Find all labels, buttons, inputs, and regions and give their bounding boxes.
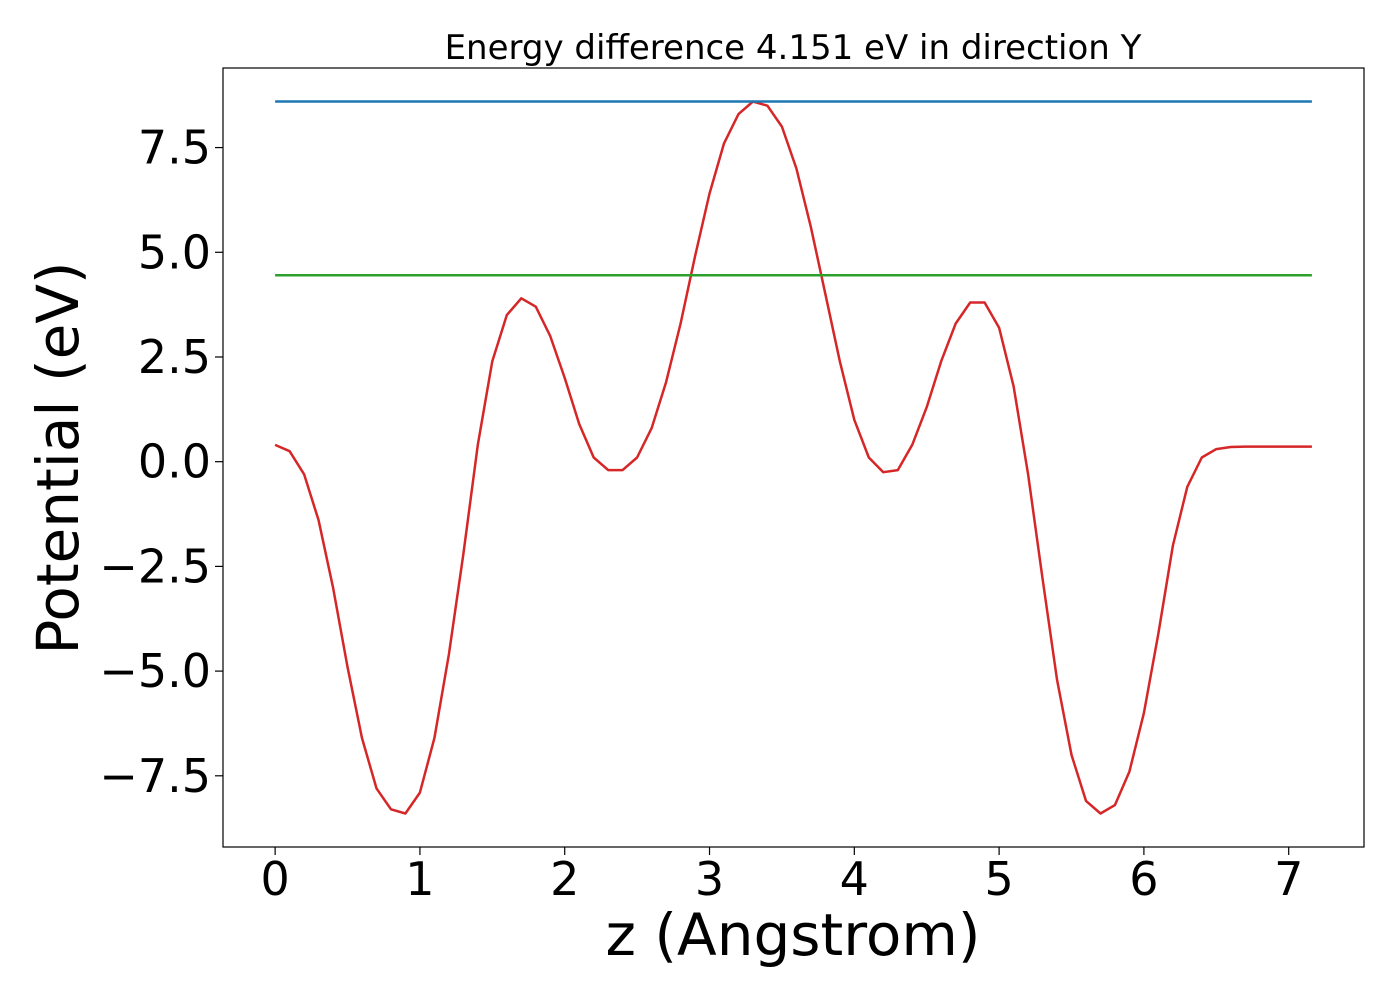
plot-frame [222,67,1365,848]
x-axis-label: z (Angstrom) [606,901,981,969]
x-tick-label: 6 [1129,852,1158,906]
x-tick-label: 0 [260,852,289,906]
x-tick-label: 3 [695,852,724,906]
x-tick-label: 2 [550,852,579,906]
x-tick-label: 4 [840,852,869,906]
plot-area [274,100,1312,815]
x-tick-label: 5 [984,852,1013,906]
y-tick-label: 2.5 [138,330,211,384]
y-tick-label: −5.0 [99,644,211,698]
y-tick-label: 7.5 [138,121,211,175]
series-line-potential [274,100,1312,815]
x-tick-label: 1 [405,852,434,906]
y-tick-label: −7.5 [99,749,211,803]
y-axis-label: Potential (eV) [24,261,92,654]
x-tick-label: 7 [1274,852,1303,906]
y-tick-label: 5.0 [138,225,211,279]
y-tick-label: −2.5 [99,539,211,593]
y-tick-label: 0.0 [138,435,211,489]
axis-ticks: 0 1 2 3 4 5 6 7 −7.5 −5.0 −2.5 0.0 2.5 5.0 7.5 [99,121,1303,906]
chart-title: Energy difference 4.151 eV in direction … [445,28,1142,68]
